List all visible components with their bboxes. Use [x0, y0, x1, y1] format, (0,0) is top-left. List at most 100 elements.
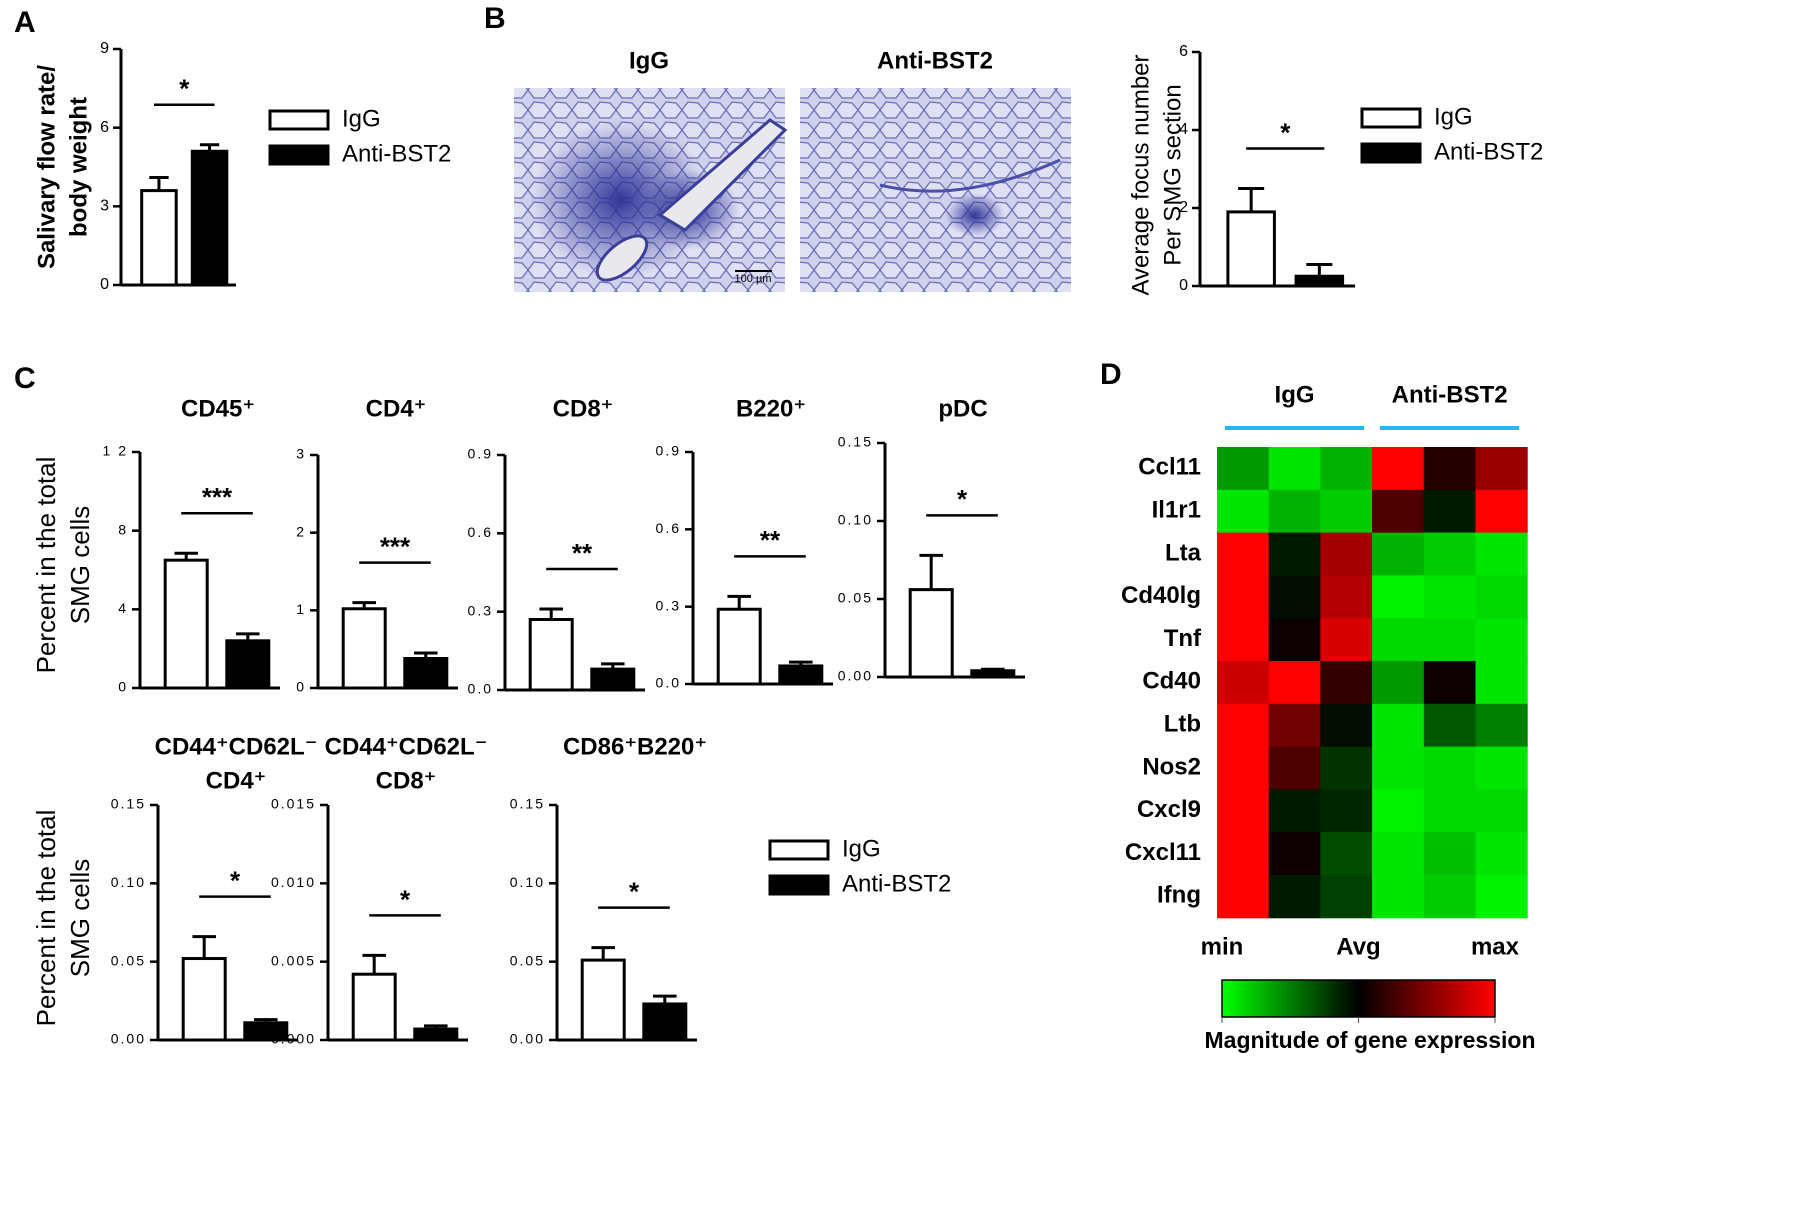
heatmap-cell	[1372, 575, 1425, 619]
y-tick-label: 2	[296, 523, 306, 539]
heatmap-cell	[1320, 703, 1373, 748]
bar	[403, 656, 449, 690]
y-tick-label: 0.3	[468, 602, 493, 618]
colorbar-title: Magnitude of gene expression	[1205, 1027, 1536, 1053]
y-axis-label: Average focus number	[1127, 54, 1154, 295]
scale-bar-label: 100 µm	[735, 273, 772, 285]
heatmap-cell	[1372, 618, 1425, 662]
y-tick-label: 0.00	[838, 668, 873, 684]
significance-label: *	[400, 884, 411, 914]
heatmap-cell	[1372, 661, 1425, 705]
heatmap-cell	[1268, 875, 1321, 919]
y-axis-label: Per SMG section	[1159, 84, 1186, 265]
colorbar-label: max	[1471, 933, 1520, 960]
row-label: Ltb	[1164, 711, 1201, 738]
heatmap-cell	[1372, 746, 1425, 790]
bar	[413, 1027, 459, 1042]
bar	[528, 618, 574, 692]
legend-label: Anti-BST2	[342, 140, 451, 167]
row-label: Cxcl11	[1125, 839, 1201, 866]
y-tick-label: 0.6	[468, 524, 493, 540]
heatmap-cell	[1475, 875, 1528, 919]
bar	[970, 669, 1016, 679]
y-tick-label: 0.005	[271, 952, 316, 968]
legend-swatch	[1360, 107, 1422, 129]
heatmap-cell	[1372, 832, 1425, 876]
significance-label: *	[1280, 117, 1291, 147]
y-tick-label: 0	[1179, 277, 1188, 294]
y-tick-label: 0.0	[468, 681, 493, 697]
bar	[908, 588, 954, 679]
row-label: Cd40lg	[1121, 582, 1201, 609]
significance-label: ***	[202, 482, 233, 512]
y-tick-label: 0.9	[468, 446, 493, 462]
heatmap-cell	[1475, 447, 1528, 491]
row-label: Il1r1	[1152, 497, 1201, 524]
chart-title: CD4⁺	[206, 767, 267, 794]
heatmap-cell	[1320, 746, 1373, 790]
bar	[140, 189, 178, 287]
row-label: Tnf	[1164, 625, 1202, 652]
y-axis-label: Percent in the total	[31, 810, 61, 1027]
heatmap-cell	[1217, 832, 1270, 876]
heatmap-cell	[1268, 832, 1321, 876]
panel-label: A	[14, 6, 36, 39]
column-group-label: IgG	[1275, 381, 1315, 408]
y-tick-label: 0	[100, 276, 109, 293]
y-axis-label: Percent in the total	[31, 457, 61, 674]
chart-title: CD44⁺CD62L⁻	[325, 733, 488, 760]
heatmap-cell	[1268, 789, 1321, 833]
heatmap-cell	[1217, 575, 1270, 619]
y-tick-label: 8	[118, 521, 128, 537]
heatmap-cell	[1372, 532, 1425, 576]
bar	[341, 607, 387, 690]
heatmap-cell	[1320, 575, 1373, 619]
y-axis-label: SMG cells	[65, 506, 95, 624]
y-tick-label: 0.10	[510, 874, 545, 890]
heatmap-cell	[1475, 661, 1528, 705]
significance-label: *	[957, 484, 968, 514]
y-tick-label: 3	[100, 198, 109, 215]
y-tick-label: 0.00	[510, 1031, 545, 1047]
y-tick-label: 0.010	[271, 874, 316, 890]
chart-title: CD45⁺	[181, 395, 255, 422]
heatmap-cell	[1217, 489, 1270, 534]
heatmap-cell	[1320, 832, 1373, 876]
y-tick-label: 0.05	[510, 952, 545, 968]
significance-label: *	[629, 876, 640, 906]
heatmap-cell	[1423, 832, 1476, 876]
legend-swatch	[1360, 142, 1422, 164]
bar	[1226, 210, 1276, 288]
y-tick-label: 9	[100, 40, 109, 57]
heatmap-cell	[1320, 789, 1373, 833]
heatmap-cell	[1423, 789, 1476, 833]
heatmap-cell	[1268, 661, 1321, 705]
y-tick-label: 0.10	[838, 512, 873, 528]
heatmap-cell	[1268, 746, 1321, 790]
heatmap-cell	[1268, 489, 1321, 534]
chart-title: pDC	[938, 395, 987, 422]
y-tick-label: 0.000	[271, 1031, 316, 1047]
column-group-label: Anti-BST2	[1392, 381, 1508, 408]
y-tick-label: 4	[1179, 121, 1188, 138]
heatmap-cell	[1423, 532, 1476, 576]
legend-label: IgG	[342, 105, 381, 132]
row-label: Lta	[1165, 539, 1202, 566]
chart-title: CD4⁺	[366, 395, 427, 422]
heatmap-cell	[1320, 618, 1373, 662]
heatmap-cell	[1217, 746, 1270, 790]
panel-label: C	[14, 362, 36, 395]
significance-label: ***	[380, 531, 411, 561]
heatmap-cell	[1372, 489, 1425, 534]
heatmap-cell	[1423, 703, 1476, 748]
row-label: Ccl11	[1138, 454, 1201, 481]
y-axis-label: SMG cells	[65, 859, 95, 977]
significance-label: *	[230, 865, 241, 895]
colorbar-label: min	[1201, 933, 1244, 960]
significance-label: *	[179, 74, 190, 104]
y-tick-label: 1	[296, 601, 306, 617]
heatmap-cell	[1372, 703, 1425, 748]
heatmap-cell	[1320, 875, 1373, 919]
heatmap-cell	[1475, 746, 1528, 790]
heatmap-cell	[1268, 575, 1321, 619]
